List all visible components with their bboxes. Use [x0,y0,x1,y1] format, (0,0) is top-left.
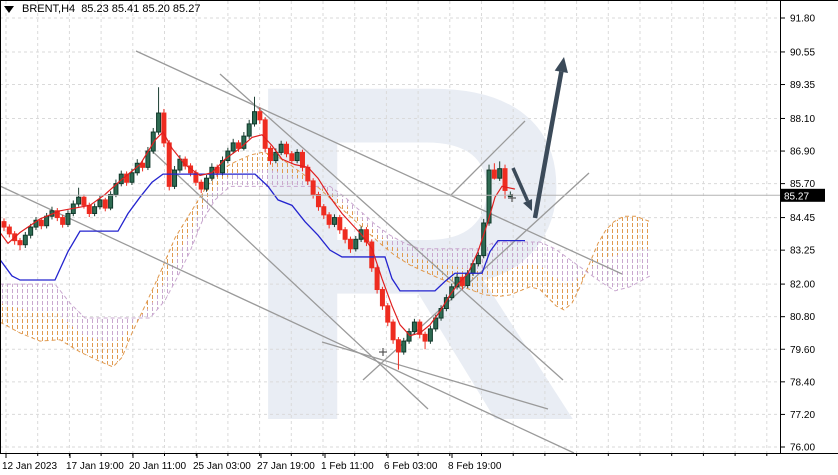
svg-text:86.90: 86.90 [790,147,815,158]
kijun-sen-line [0,173,525,292]
grid [0,1,780,453]
svg-text:25 Jan 03:00: 25 Jan 03:00 [193,461,251,472]
svg-text:90.55: 90.55 [790,47,815,58]
svg-text:88.10: 88.10 [790,114,815,125]
senkou-span-a-line [0,151,651,368]
chart-header: BRENT,H4 85.23 85.41 85.20 85.27 [4,3,200,15]
pullback-down-arrow[interactable] [511,167,533,211]
svg-text:R: R [236,1,583,475]
axes [0,1,838,454]
watermark-letter: R [236,1,583,475]
svg-text:20 Jan 11:00: 20 Jan 11:00 [129,461,187,472]
price-axis-labels: 91.80 90.55 89.35 88.10 86.90 85.70 84.45 83.25… [780,14,815,454]
svg-text:1 Feb 11:00: 1 Feb 11:00 [321,461,374,472]
time-axis-labels: 12 Jan 2023 17 Jan 19:00 20 Jan 11:00 25 Ja… [2,453,768,472]
svg-text:76.00: 76.00 [790,443,815,454]
svg-text:77.20: 77.20 [790,410,815,421]
svg-text:84.45: 84.45 [790,213,815,224]
svg-text:8 Feb 19:00: 8 Feb 19:00 [448,461,502,472]
chart-title: BRENT,H4 [22,3,76,15]
symbol-dropdown-icon[interactable] [4,5,14,13]
svg-text:27 Jan 19:00: 27 Jan 19:00 [257,461,315,472]
ichimoku-cloud [0,151,651,368]
forecast-up-arrow[interactable] [532,57,568,219]
plus-markers [379,194,516,356]
svg-text:80.80: 80.80 [790,312,815,323]
svg-text:91.80: 91.80 [790,14,815,25]
svg-text:85.70: 85.70 [790,179,815,190]
svg-text:12 Jan 2023: 12 Jan 2023 [2,461,57,472]
ohlc-quote: 85.23 85.41 85.20 85.27 [81,3,201,15]
tenkan-sen-line [0,131,516,337]
svg-text:89.35: 89.35 [790,80,815,91]
svg-text:82.00: 82.00 [790,280,815,291]
svg-text:83.25: 83.25 [790,246,815,257]
current-price-label: 85.27 [781,188,825,202]
svg-text:79.60: 79.60 [790,345,815,356]
svg-text:78.40: 78.40 [790,377,815,388]
svg-text:85.27: 85.27 [784,191,809,202]
svg-text:17 Jan 19:00: 17 Jan 19:00 [66,461,124,472]
svg-text:6 Feb 03:00: 6 Feb 03:00 [384,461,438,472]
